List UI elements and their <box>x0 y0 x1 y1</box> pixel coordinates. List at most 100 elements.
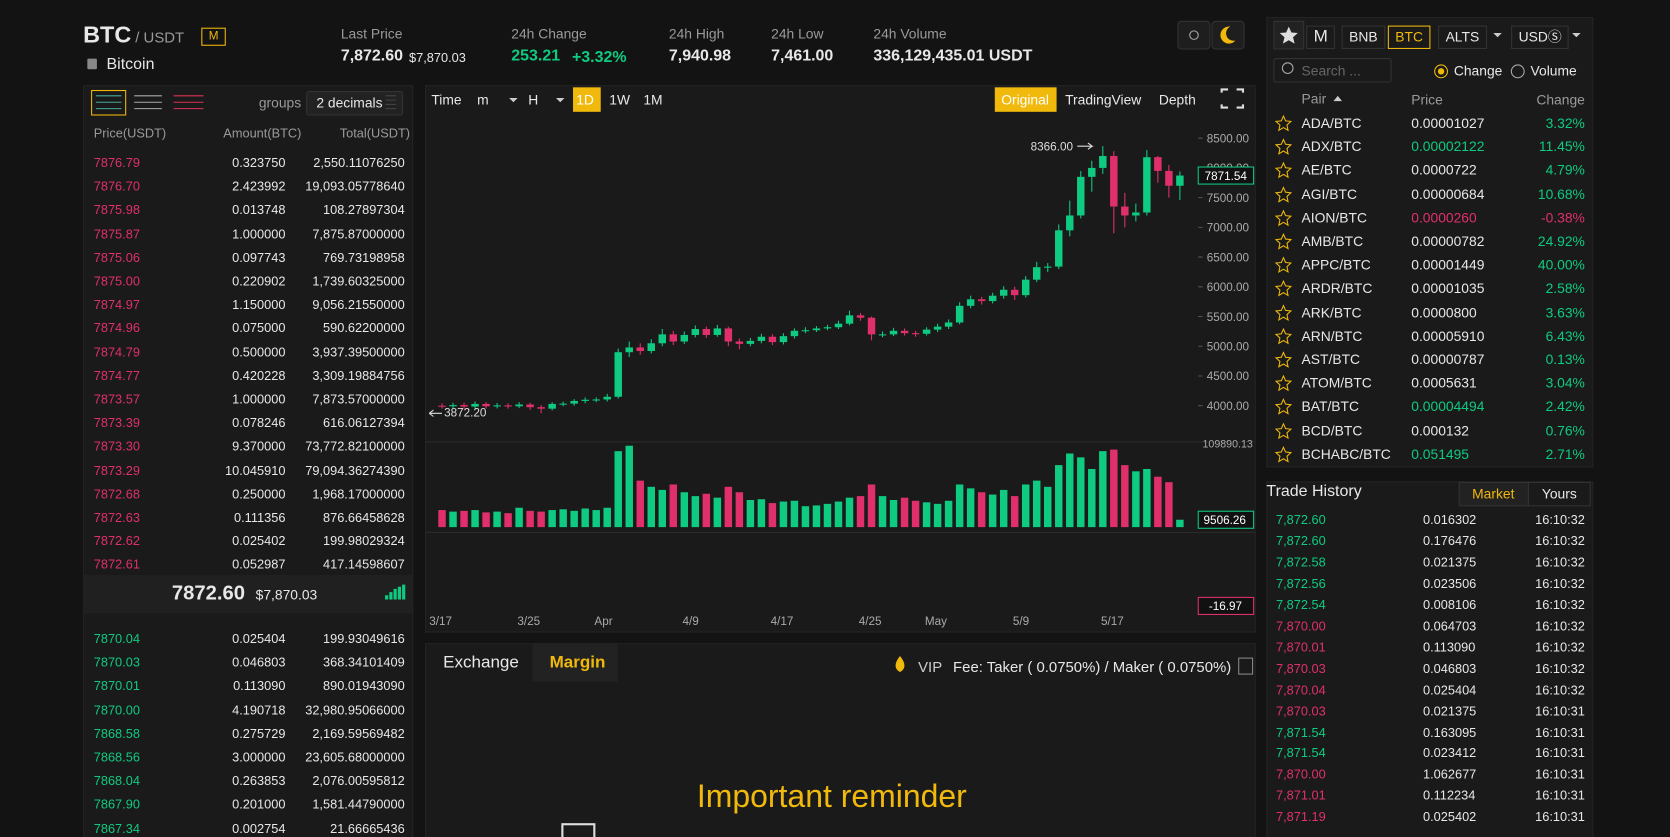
price-tick-label: 6500.00 <box>1207 251 1250 264</box>
pair-name[interactable]: BCHABC/BTC <box>1301 445 1391 462</box>
interval-option[interactable]: 1W <box>609 91 631 108</box>
pair-name[interactable]: AE/BTC <box>1301 162 1352 179</box>
yours-tab[interactable]: Yours <box>1541 485 1577 502</box>
book-price[interactable]: 7872.68 <box>93 486 140 502</box>
favorite-star[interactable] <box>1274 256 1292 274</box>
book-price[interactable]: 7873.30 <box>93 439 140 455</box>
pair-name[interactable]: ARDR/BTC <box>1301 280 1373 297</box>
date-label: 4/25 <box>859 615 882 628</box>
book-price[interactable]: 7870.03 <box>93 655 140 671</box>
market-tab[interactable]: BTC <box>1387 25 1431 49</box>
radio-change[interactable] <box>1434 64 1449 79</box>
pair-name[interactable]: BCD/BTC <box>1301 422 1363 439</box>
groups-value[interactable]: 2 decimals <box>316 94 383 111</box>
book-price[interactable]: 7872.61 <box>93 557 140 573</box>
star-icon <box>1279 26 1298 44</box>
fullscreen-icon[interactable] <box>1220 88 1245 109</box>
view-option[interactable]: Original <box>1001 91 1049 108</box>
high-arrow <box>1077 142 1094 150</box>
favorite-star[interactable] <box>1274 304 1292 321</box>
radio-volume-label[interactable]: Volume <box>1530 62 1577 79</box>
book-price[interactable]: 7876.70 <box>93 179 140 195</box>
pair-name[interactable]: ARN/BTC <box>1301 327 1363 344</box>
market-tab[interactable]: USDⓈ <box>1511 25 1570 49</box>
book-price[interactable]: 7867.90 <box>93 796 140 812</box>
book-price[interactable]: 7873.57 <box>93 391 140 407</box>
light-theme-button[interactable] <box>1177 20 1211 50</box>
book-price[interactable]: 7872.63 <box>93 510 140 525</box>
search-box[interactable] <box>1273 58 1392 83</box>
book-price[interactable]: 7868.04 <box>93 773 140 789</box>
favorite-star[interactable] <box>1274 138 1292 156</box>
book-price[interactable]: 7867.34 <box>93 820 140 836</box>
book-price[interactable]: 7872.62 <box>93 533 140 549</box>
market-tab[interactable]: Market <box>1472 485 1515 502</box>
book-price[interactable]: 7870.00 <box>93 702 140 718</box>
trade-amount: 0.016302 <box>1422 512 1477 528</box>
favorite-star[interactable] <box>1274 280 1292 297</box>
exchange-tab[interactable]: Exchange <box>443 653 519 672</box>
book-price[interactable]: 7870.04 <box>93 631 140 647</box>
book-price[interactable]: 7874.79 <box>93 344 140 360</box>
book-price[interactable]: 7868.58 <box>93 726 140 741</box>
book-price[interactable]: 7875.06 <box>93 250 140 265</box>
view-option[interactable]: TradingView <box>1065 91 1142 108</box>
book-price[interactable]: 7875.00 <box>93 273 140 289</box>
favorite-star[interactable] <box>1274 233 1292 250</box>
book-price[interactable]: 7868.56 <box>93 749 140 765</box>
margin-tab[interactable]: Margin <box>549 653 606 672</box>
interval-option[interactable]: Time <box>431 91 462 108</box>
favorite-star[interactable] <box>1274 351 1292 368</box>
market-tab[interactable]: BNB <box>1341 25 1386 49</box>
favorite-star[interactable] <box>1274 209 1292 227</box>
favorite-star[interactable] <box>1274 115 1292 132</box>
favorite-star[interactable] <box>1274 162 1292 179</box>
pair-name[interactable]: AGI/BTC <box>1301 185 1357 202</box>
pair-name[interactable]: AMB/BTC <box>1301 233 1364 250</box>
interval-option[interactable]: H <box>528 91 539 108</box>
pair-name[interactable]: AION/BTC <box>1301 209 1367 226</box>
trade-price: 7,871.54 <box>1275 745 1326 761</box>
book-view-asks[interactable] <box>173 95 204 110</box>
star-outline <box>1274 375 1292 392</box>
book-price[interactable]: 7874.97 <box>93 297 140 313</box>
volume-bar <box>911 500 920 528</box>
market-tab[interactable]: ALTS <box>1438 25 1487 49</box>
pair-name[interactable]: ADA/BTC <box>1301 115 1362 131</box>
book-price[interactable]: 7874.96 <box>93 320 140 336</box>
book-price[interactable]: 7875.87 <box>93 226 140 242</box>
favorite-star[interactable] <box>1274 445 1292 463</box>
volume-bar <box>603 507 611 528</box>
book-price[interactable]: 7870.01 <box>93 678 140 694</box>
favorite-star[interactable] <box>1274 185 1292 203</box>
groups-select[interactable] <box>306 91 404 116</box>
interval-option[interactable]: 1M <box>643 91 663 108</box>
radio-change-label[interactable]: Change <box>1453 62 1503 79</box>
pair-name[interactable]: APPC/BTC <box>1301 256 1371 273</box>
interval-option[interactable]: m <box>477 91 489 108</box>
pair-name[interactable]: BAT/BTC <box>1301 398 1360 415</box>
book-view-bids[interactable] <box>134 95 162 110</box>
market-tab[interactable]: M <box>1306 25 1336 49</box>
book-price[interactable]: 7874.77 <box>93 368 140 384</box>
interval-option[interactable]: 1D <box>576 91 594 108</box>
book-price[interactable]: 7873.29 <box>93 462 140 478</box>
favorite-star[interactable] <box>1274 375 1292 392</box>
pair-name[interactable]: AST/BTC <box>1301 351 1361 368</box>
book-price[interactable]: 7876.79 <box>93 155 140 171</box>
radio-volume[interactable] <box>1510 64 1525 79</box>
view-option[interactable]: Depth <box>1158 91 1196 108</box>
book-price[interactable]: 7875.98 <box>93 202 140 218</box>
pair-name[interactable]: ATOM/BTC <box>1301 375 1372 392</box>
calculator-icon[interactable] <box>1238 657 1254 675</box>
pair-change: -0.38% <box>1540 209 1585 226</box>
book-view-both[interactable] <box>91 89 127 116</box>
favorite-star[interactable] <box>1274 327 1292 345</box>
dark-theme-button[interactable] <box>1211 20 1245 50</box>
pair-name[interactable]: ARK/BTC <box>1301 304 1362 321</box>
favorite-star[interactable] <box>1274 422 1292 439</box>
pair-name[interactable]: ADX/BTC <box>1301 138 1362 155</box>
book-price[interactable]: 7873.39 <box>93 415 140 431</box>
search-placeholder[interactable]: Search ... <box>1301 62 1361 79</box>
favorite-star[interactable] <box>1274 398 1292 416</box>
